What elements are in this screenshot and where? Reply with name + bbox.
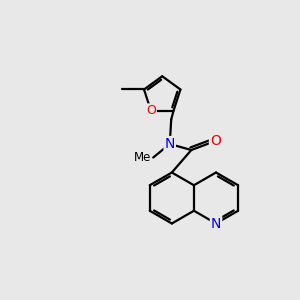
Text: Me: Me (134, 151, 151, 164)
Text: O: O (146, 104, 156, 117)
Text: O: O (210, 134, 221, 148)
Text: N: N (164, 137, 175, 151)
Text: N: N (211, 217, 221, 230)
